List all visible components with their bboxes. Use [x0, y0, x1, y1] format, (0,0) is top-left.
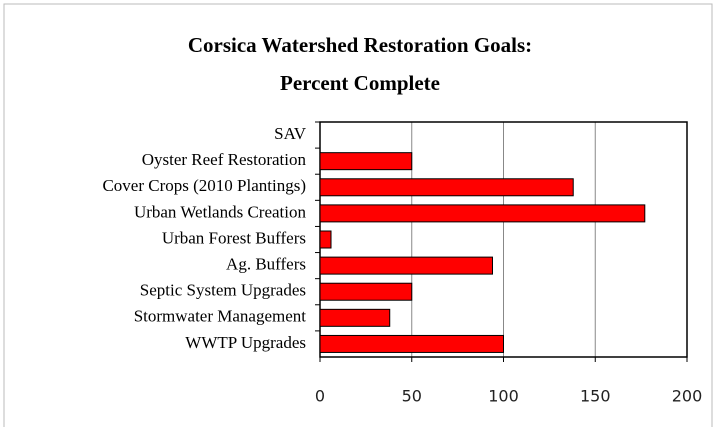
x-tick-label: 0 [315, 387, 325, 406]
chart-title: Corsica Watershed Restoration Goals: [188, 33, 532, 57]
bar [319, 308, 391, 327]
y-tick-label: Urban Wetlands Creation [134, 202, 307, 221]
y-tick-label: WWTP Upgrades [185, 333, 306, 352]
y-tick-label: Urban Forest Buffers [162, 228, 306, 247]
bar [319, 178, 574, 197]
x-tick-label: 200 [672, 387, 703, 406]
chart-border [3, 3, 713, 427]
y-tick-label: Cover Crops (2010 Plantings) [102, 176, 306, 195]
bar [319, 282, 413, 301]
chart-title: Percent Complete [280, 71, 440, 95]
bar [319, 230, 332, 249]
y-tick-label: Septic System Upgrades [140, 281, 306, 300]
bar [319, 204, 646, 223]
y-tick-label: SAV [274, 124, 307, 143]
bar [319, 152, 413, 171]
y-tick-label: Stormwater Management [134, 307, 307, 326]
bar [319, 256, 493, 275]
x-tick-label: 50 [402, 387, 422, 406]
y-tick-label: Ag. Buffers [226, 255, 306, 274]
x-tick-label: 150 [580, 387, 611, 406]
y-tick-label: Oyster Reef Restoration [142, 150, 307, 169]
bar [319, 334, 504, 353]
x-tick-label: 100 [488, 387, 519, 406]
